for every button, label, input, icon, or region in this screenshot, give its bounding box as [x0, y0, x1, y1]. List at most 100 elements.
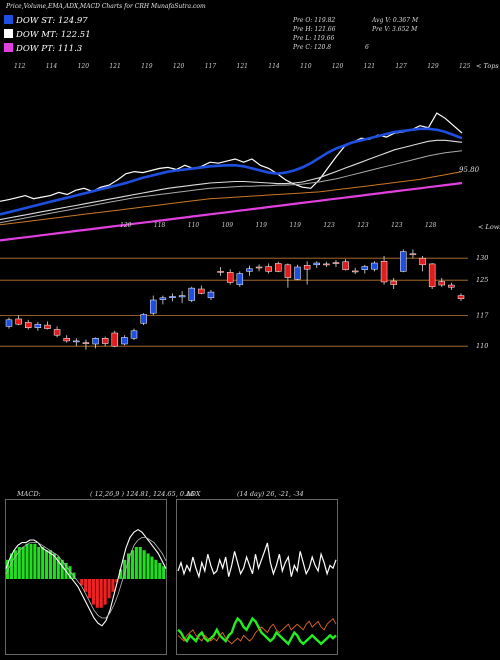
macd-bar — [29, 543, 33, 579]
candle-body — [371, 262, 378, 270]
price-chart: 112 114 120 121 119 120 117 121 114 110 120 121 127 1… — [0, 62, 500, 350]
macd-bar — [130, 550, 134, 579]
macd-bar — [123, 559, 127, 579]
low-tick-label: 123 — [357, 222, 369, 229]
candle — [313, 261, 320, 268]
macd-bar — [91, 579, 95, 605]
candle-body — [130, 330, 138, 339]
tops-label: < Tops — [476, 62, 499, 70]
candle — [198, 285, 205, 295]
macd-bar — [48, 550, 53, 579]
top-tick-label: 112 — [14, 63, 26, 70]
macd-bar — [119, 569, 123, 579]
candle-body — [457, 295, 465, 299]
candle-body — [207, 291, 215, 299]
macd-bar — [13, 550, 17, 579]
adx-panel-border — [176, 499, 338, 655]
macd-lines — [5, 528, 167, 627]
candle-body — [409, 253, 417, 256]
candle — [380, 256, 388, 285]
candle-body — [198, 288, 205, 294]
candle — [361, 264, 369, 274]
candle — [92, 337, 99, 349]
low-tick-label: 123 — [391, 222, 403, 229]
candle-body — [82, 342, 90, 344]
macd-bar — [107, 579, 111, 599]
macd-bar — [95, 579, 99, 608]
macd-bar — [146, 553, 150, 579]
prev-volume: Pre V: 3.652 M — [372, 26, 418, 33]
candle — [63, 335, 70, 343]
price-tick-label: 125 — [476, 276, 488, 284]
candle-body — [188, 287, 195, 301]
candle — [294, 264, 301, 281]
candle — [111, 330, 119, 348]
candle-body — [5, 319, 13, 327]
macd-bar — [45, 550, 49, 579]
low-tick-label: 119 — [289, 222, 301, 229]
macd-bar — [9, 553, 14, 579]
candle — [217, 267, 224, 276]
candle — [130, 328, 138, 341]
last-value-label: 95.80 — [459, 166, 480, 174]
macd-bar — [99, 579, 103, 608]
top-tick-label: 121 — [109, 63, 120, 70]
macd-bar — [56, 556, 60, 579]
macd-bar — [126, 553, 131, 579]
top-tick-label: 114 — [268, 63, 280, 70]
low-tick-label: 109 — [222, 222, 234, 229]
candle — [448, 282, 455, 290]
candle-body — [44, 324, 51, 329]
legend-pt-swatch — [4, 43, 13, 52]
legend-st-label: DOW ST: 124.97 — [16, 16, 88, 26]
top-tick-label: 119 — [141, 63, 153, 70]
candle — [438, 278, 445, 287]
macd-bar — [115, 579, 119, 583]
adx-lines — [177, 542, 337, 646]
candle — [82, 339, 90, 350]
low-tick-label: 119 — [256, 222, 268, 229]
lows-label: < Lows — [478, 223, 500, 231]
candle — [400, 249, 407, 273]
macd-bar — [21, 547, 25, 579]
macd-bar — [6, 559, 10, 579]
ema-line-5 — [0, 181, 463, 242]
macd-bar — [134, 547, 138, 579]
macd-bar — [60, 559, 64, 579]
candle — [34, 322, 42, 331]
candle — [457, 293, 465, 301]
candle — [419, 256, 426, 272]
macd-bar — [162, 566, 166, 579]
ema-line-0 — [0, 112, 463, 202]
chart-title-text: Price,Volume,EMA,ADX,MACD Charts for CRH — [6, 3, 150, 10]
candle-body — [217, 271, 224, 273]
ema-lines — [0, 112, 463, 242]
price-gridlines: 130 125 117 110 — [0, 254, 489, 350]
candle — [323, 261, 330, 267]
ohlc-low: Pre L: 119.66 — [293, 35, 335, 42]
candle-body — [121, 337, 128, 345]
chart-title: Price,Volume,EMA,ADX,MACD Charts for CRH… — [6, 3, 206, 10]
candle — [428, 263, 436, 289]
adx-panel — [176, 499, 338, 655]
macd-header: MACD: — [17, 490, 41, 498]
macd-bar — [52, 553, 56, 579]
candle-body — [390, 280, 397, 285]
candle-body — [150, 299, 157, 314]
ema-line-2 — [0, 139, 463, 221]
top-tick-label: 125 — [459, 63, 471, 70]
candle-body — [303, 264, 311, 270]
avg-volume: Avg V: 0.367 M — [372, 17, 419, 24]
macd-bar — [33, 543, 37, 579]
candle-body — [246, 268, 253, 272]
candle — [351, 267, 359, 275]
top-tick-label: 121 — [364, 63, 375, 70]
low-tick-label: 118 — [154, 222, 166, 229]
macd-bar — [41, 547, 45, 579]
ohlc-high: Pre H: 121.66 — [293, 26, 336, 33]
macd-line-1 — [5, 537, 167, 619]
legend-mt-swatch — [4, 29, 13, 38]
legend-st-swatch — [4, 15, 13, 24]
candle-body — [73, 340, 80, 343]
candle — [255, 264, 263, 272]
